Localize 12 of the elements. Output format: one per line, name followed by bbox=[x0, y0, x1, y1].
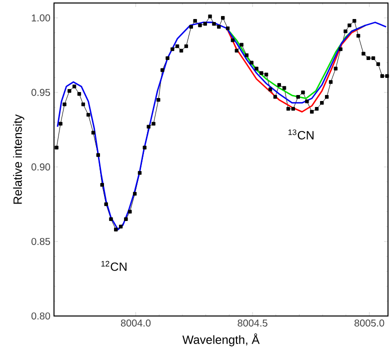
y-tick-label: 0.90 bbox=[31, 163, 50, 170]
y-axis-title: Relative intensity bbox=[13, 114, 24, 204]
annotation: $^{12}$CN bbox=[101, 260, 126, 271]
y-tick-label: 1.00 bbox=[32, 14, 50, 22]
annotation: $^{13}$CN bbox=[288, 129, 314, 140]
y-tick-label: 0.95 bbox=[31, 88, 50, 96]
y-tick-label: 0.85 bbox=[31, 238, 50, 245]
x-tick-label: 8004.5 bbox=[238, 320, 268, 327]
x-tick-label: 8004.0 bbox=[120, 320, 151, 327]
y-tick-label: 0.80 bbox=[31, 312, 50, 320]
x-tick-label: 8005.0 bbox=[354, 320, 384, 327]
x-axis-title: Wavelength, Å bbox=[182, 333, 260, 346]
